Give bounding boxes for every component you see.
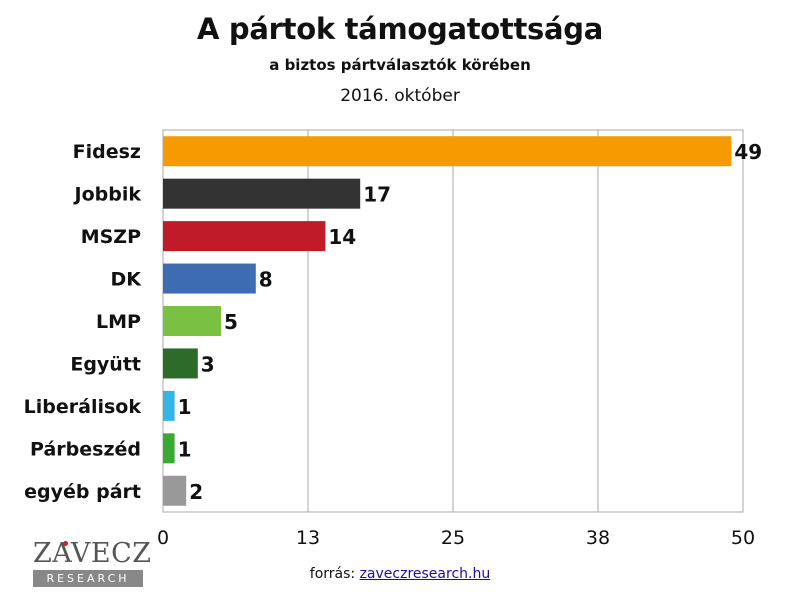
bar: [163, 390, 175, 421]
value-label: 49: [734, 140, 762, 164]
category-label: Együtt: [70, 353, 141, 375]
bar: [163, 263, 256, 294]
zavecz-logo: ZAVECZ RESEARCH: [33, 538, 152, 588]
x-tick-label: 50: [731, 527, 755, 549]
x-tick-label: 38: [586, 527, 610, 549]
category-label: Fidesz: [73, 141, 141, 163]
bar: [163, 306, 221, 336]
source-link[interactable]: zaveczresearch.hu: [359, 566, 491, 582]
bar: [163, 433, 175, 464]
category-label: MSZP: [81, 226, 141, 248]
value-label: 17: [363, 183, 391, 207]
value-label: 1: [178, 395, 192, 419]
chart-date: 2016. október: [340, 86, 460, 106]
value-label: 2: [189, 480, 203, 504]
logo-dot: [63, 541, 68, 546]
category-label: Liberálisok: [24, 396, 142, 418]
category-label: Párbeszéd: [30, 438, 141, 460]
category-label: DK: [111, 269, 143, 291]
logo-subtitle: RESEARCH: [33, 570, 143, 587]
chart-title: A pártok támogatottsága: [196, 12, 603, 46]
category-label: Jobbik: [73, 184, 142, 206]
source-label: forrás:: [309, 566, 356, 582]
x-tick-label: 13: [296, 527, 320, 549]
value-label: 14: [328, 225, 356, 249]
x-tick-label: 25: [441, 527, 465, 549]
value-label: 5: [224, 310, 238, 334]
bar: [163, 178, 361, 209]
bar: [163, 475, 187, 506]
source-line: forrás: zaveczresearch.hu: [0, 566, 800, 582]
value-label: 8: [259, 268, 273, 292]
logo-name: ZAVECZ: [33, 538, 152, 569]
value-label: 1: [178, 437, 192, 461]
bar: [163, 221, 326, 252]
value-label: 3: [201, 352, 215, 376]
x-tick-label: 0: [157, 527, 169, 549]
category-label: egyéb párt: [24, 481, 141, 503]
bar: [163, 136, 732, 167]
bar: [163, 348, 198, 379]
category-label: LMP: [96, 311, 141, 333]
chart-subtitle: a biztos pártválasztók körében: [269, 56, 531, 74]
